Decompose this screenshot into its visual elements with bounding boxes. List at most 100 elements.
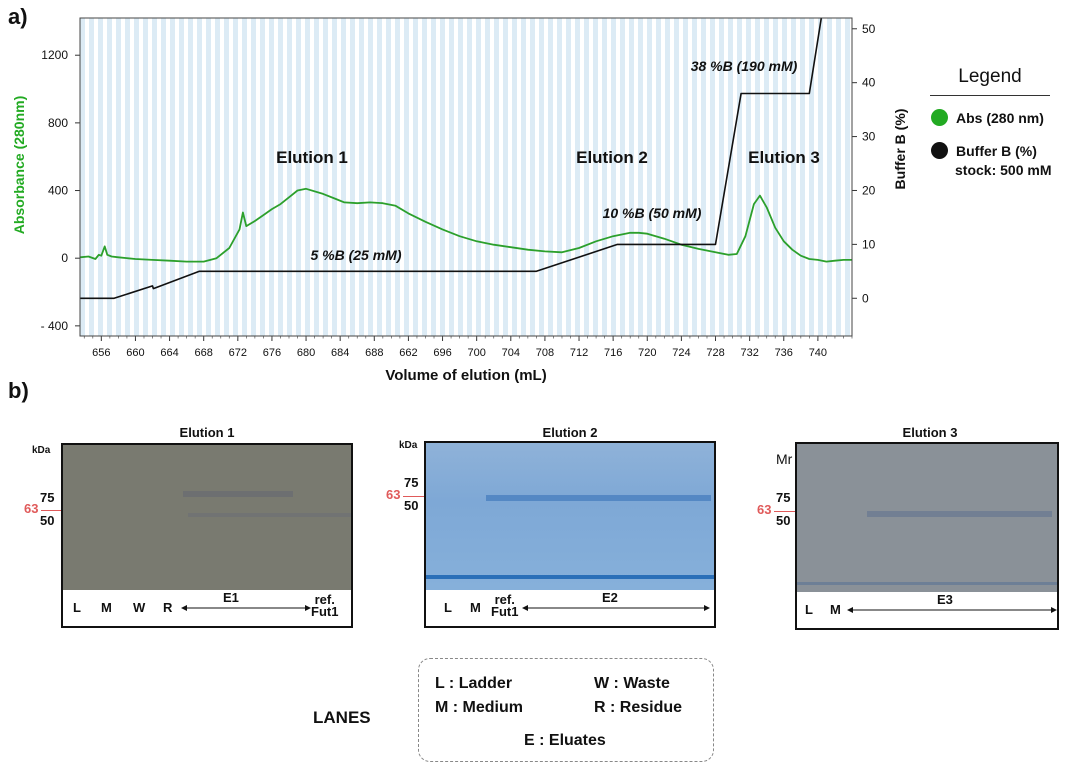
gel-2-unit-label: kDa [399,440,418,451]
y-right-tick-label: 10 [862,237,876,251]
stripe [512,18,517,336]
x-tick-label: 684 [331,347,349,359]
y-left-tick-label: 800 [48,116,68,130]
x-tick-label: 712 [570,347,588,359]
stripe [323,18,328,336]
stripe [404,18,409,336]
lanes-entry-ladder: L : Ladder [435,675,513,692]
gel-2-marker-arrow [403,496,425,497]
stripe [152,18,157,336]
gel-3-lane-L: L [805,602,813,617]
panel-b-label: b) [8,378,29,403]
x-tick-label: 668 [195,347,213,359]
x-tick-label: 716 [604,347,622,359]
x-axis-title: Volume of elution (mL) [385,367,546,384]
stripe [431,18,436,336]
legend-green-dot [931,109,948,126]
stripe [269,18,274,336]
gel-3-marker-63: 63 [757,502,772,517]
stripe [197,18,202,336]
x-tick-label: 680 [297,347,315,359]
gel-3-frame: L M E3 [795,442,1059,630]
stripe [305,18,310,336]
stripe [314,18,319,336]
stripe [134,18,139,336]
stripe [557,18,562,336]
lanes-entry-waste: W : Waste [594,675,670,692]
stripe [107,18,112,336]
x-tick-label: 662 [399,347,417,359]
gel-1-band-63 [188,513,351,517]
stripe [629,18,634,336]
gel-2-mw-50: 50 [404,498,419,513]
gel-1-band-75 [183,491,293,497]
gel-1-unit-label: kDa [32,445,51,456]
gel-3-lane-bar: L M E3 [797,592,1057,628]
x-tick-label: 708 [536,347,554,359]
gel-3-marker-arrow [774,511,796,512]
stripe [683,18,688,336]
stripe [260,18,265,336]
y-left-tick-label: - 400 [41,319,69,333]
stripe [89,18,94,336]
stripe [485,18,490,336]
stripe [548,18,553,336]
stripe [287,18,292,336]
stripe [521,18,526,336]
gel-3-dye-front [797,582,1057,585]
gel-1-marker-arrow [41,510,63,511]
stripe [737,18,742,336]
gel-1-lane-ref: ref. Fut1 [311,592,339,619]
gel-3-span-label: E3 [937,592,953,607]
x-tick-label: 740 [809,347,827,359]
x-tick-label: 724 [672,347,690,359]
legend-black-dot [931,142,948,159]
stripe [611,18,616,336]
lanes-entry-residue: R : Residue [594,699,683,716]
gel-2-lane-L: L [444,600,452,615]
gel-1-frame: L M W R E1 ref. Fut1 [61,443,353,628]
stripe [179,18,184,336]
gel-1-span-arrow [181,605,311,611]
stripe [98,18,103,336]
stripe [251,18,256,336]
legend-label-abs: Abs (280 nm) [956,109,1044,126]
stripe [503,18,508,336]
panel-a-label: a) [8,4,28,29]
x-tick-label: 696 [433,347,451,359]
y-right-axis-title: Buffer B (%) [892,109,908,190]
legend-item-abs: Abs (280 nm) [931,109,1044,126]
stripe [638,18,643,336]
buffer-b-series-line [80,17,823,300]
gel-1-mw-75: 75 [40,490,55,505]
legend-label-buffer: Buffer B (%) [956,142,1037,159]
gel-2-span-arrow [522,605,710,611]
legend-rule [930,95,1050,96]
gel-2-title: Elution 2 [542,425,598,440]
gel-3-mw-50: 50 [776,513,791,528]
stripe [368,18,373,336]
y-right-tick-label: 0 [862,291,869,305]
stripe [773,18,778,336]
stripe [656,18,661,336]
y-left-tick-label: 0 [61,251,68,265]
stripe [800,18,805,336]
gel-2-lane-M: M [470,600,481,615]
stripe [242,18,247,336]
gel-2-image [426,443,714,590]
gel-3-image [797,444,1057,592]
stripe [764,18,769,336]
stripe [143,18,148,336]
gel-2-lane-ref: ref. Fut1 [491,592,519,619]
stripe [440,18,445,336]
legend-sublabel-stock: stock: 500 mM [955,162,1052,178]
stripe [80,18,85,336]
stripe [215,18,220,336]
stripe [233,18,238,336]
stripe [530,18,535,336]
gel-3-unit-label: Mr [776,451,793,467]
stripe [602,18,607,336]
stripe [719,18,724,336]
y-left-axis-title: Absorbance (280nm) [11,96,27,234]
stripe [116,18,121,336]
